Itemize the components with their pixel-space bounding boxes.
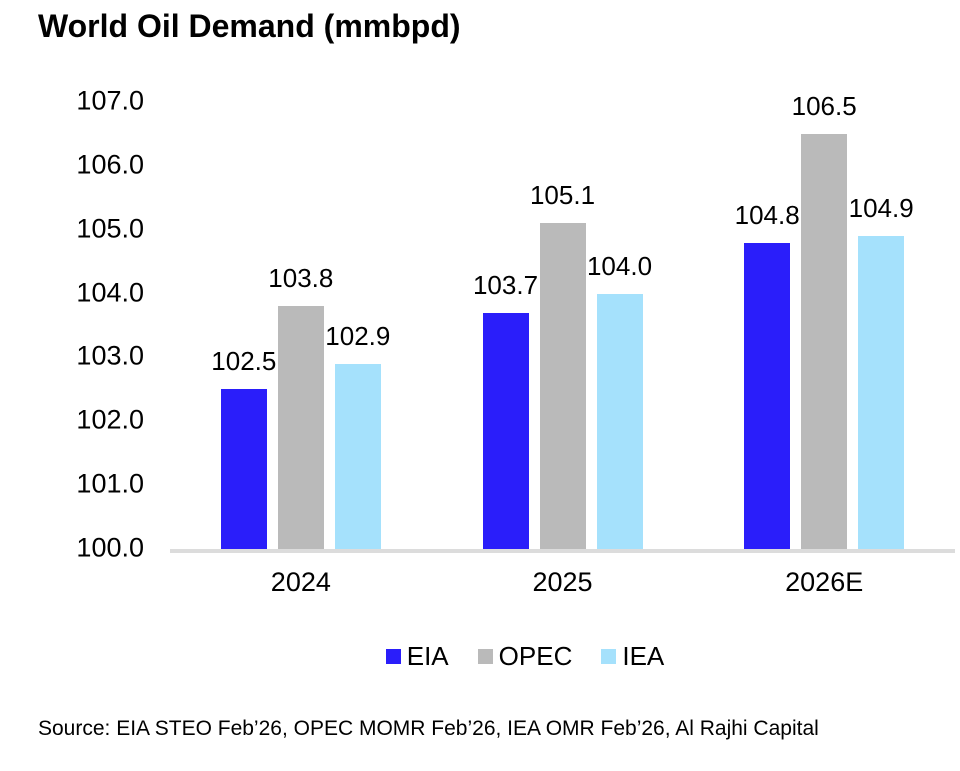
bar-value-label: 103.7 xyxy=(472,269,539,300)
x-axis-label-2026e: 2026E xyxy=(785,567,864,597)
bar-opec-2025: 105.1 xyxy=(530,180,595,549)
legend-label: OPEC xyxy=(498,641,573,671)
bar-value-label: 105.1 xyxy=(529,180,596,211)
bar-value-label: 103.8 xyxy=(268,263,334,294)
bar-value-label: 104.9 xyxy=(848,193,914,224)
bar-group-2026e: 104.8 106.5 104.9 xyxy=(693,91,955,549)
legend-swatch-icon xyxy=(601,649,617,664)
bar-opec-2024: 103.8 xyxy=(268,263,333,549)
bar-value-label: 104.0 xyxy=(586,250,653,281)
bar-iea-2024: 102.9 xyxy=(325,321,390,549)
legend-item-iea: IEA xyxy=(601,641,664,672)
source-note: Source: EIA STEO Feb’26, OPEC MOMR Feb’2… xyxy=(38,717,819,740)
bar-iea-2025: 104.0 xyxy=(587,251,652,549)
x-axis-line xyxy=(170,549,955,553)
y-axis-tick-label: 105.0 xyxy=(76,213,144,244)
y-axis-tick-label: 101.0 xyxy=(76,468,144,499)
plot-slots: 102.5 103.8 102.9 103.7 105.1 104.0 104.8 106.5… xyxy=(170,91,955,549)
y-axis-tick-label: 100.0 xyxy=(76,532,144,563)
y-axis-tick-label: 102.0 xyxy=(76,404,144,435)
y-axis: 107.0 106.0 105.0 104.0 103.0 102.0 101.0 100.0 xyxy=(0,86,144,563)
bar-opec-2026e: 106.5 xyxy=(792,91,857,549)
bar-eia-2026e: 104.8 xyxy=(735,200,800,549)
legend-item-opec: OPEC xyxy=(477,641,573,672)
y-axis-tick-label: 104.0 xyxy=(76,277,144,308)
bar-eia-2025: 103.7 xyxy=(473,270,538,549)
y-axis-tick-label: 106.0 xyxy=(76,149,144,180)
legend: EIA OPEC IEA xyxy=(90,641,960,672)
bar-iea-2026e: 104.9 xyxy=(849,193,914,549)
bar-eia-2024: 102.5 xyxy=(211,346,276,549)
bar-group-2024: 102.5 103.8 102.9 xyxy=(170,102,432,549)
y-axis-tick-label: 103.0 xyxy=(76,340,144,371)
legend-swatch-icon xyxy=(385,649,401,664)
bar-group-2025: 103.7 105.1 104.0 xyxy=(432,102,694,549)
y-axis-tick-label: 107.0 xyxy=(76,85,144,116)
category-row: 2024 2025 2026E xyxy=(170,567,955,598)
bar-value-label: 102.5 xyxy=(211,346,277,377)
legend-label: IEA xyxy=(622,641,665,671)
plot-area: 102.5 103.8 102.9 103.7 105.1 104.0 104.8 106.5… xyxy=(170,91,955,553)
legend-item-eia: EIA xyxy=(385,641,449,672)
x-axis-label-2024: 2024 xyxy=(270,567,331,597)
legend-swatch-icon xyxy=(477,649,493,664)
legend-label: EIA xyxy=(406,641,449,671)
bar-value-label: 104.8 xyxy=(734,199,800,230)
bar-value-label: 102.9 xyxy=(325,320,391,351)
x-axis-label-2025: 2025 xyxy=(532,567,593,597)
bar-value-label: 106.5 xyxy=(791,90,857,121)
chart-title: World Oil Demand (mmbpd) xyxy=(38,8,461,44)
